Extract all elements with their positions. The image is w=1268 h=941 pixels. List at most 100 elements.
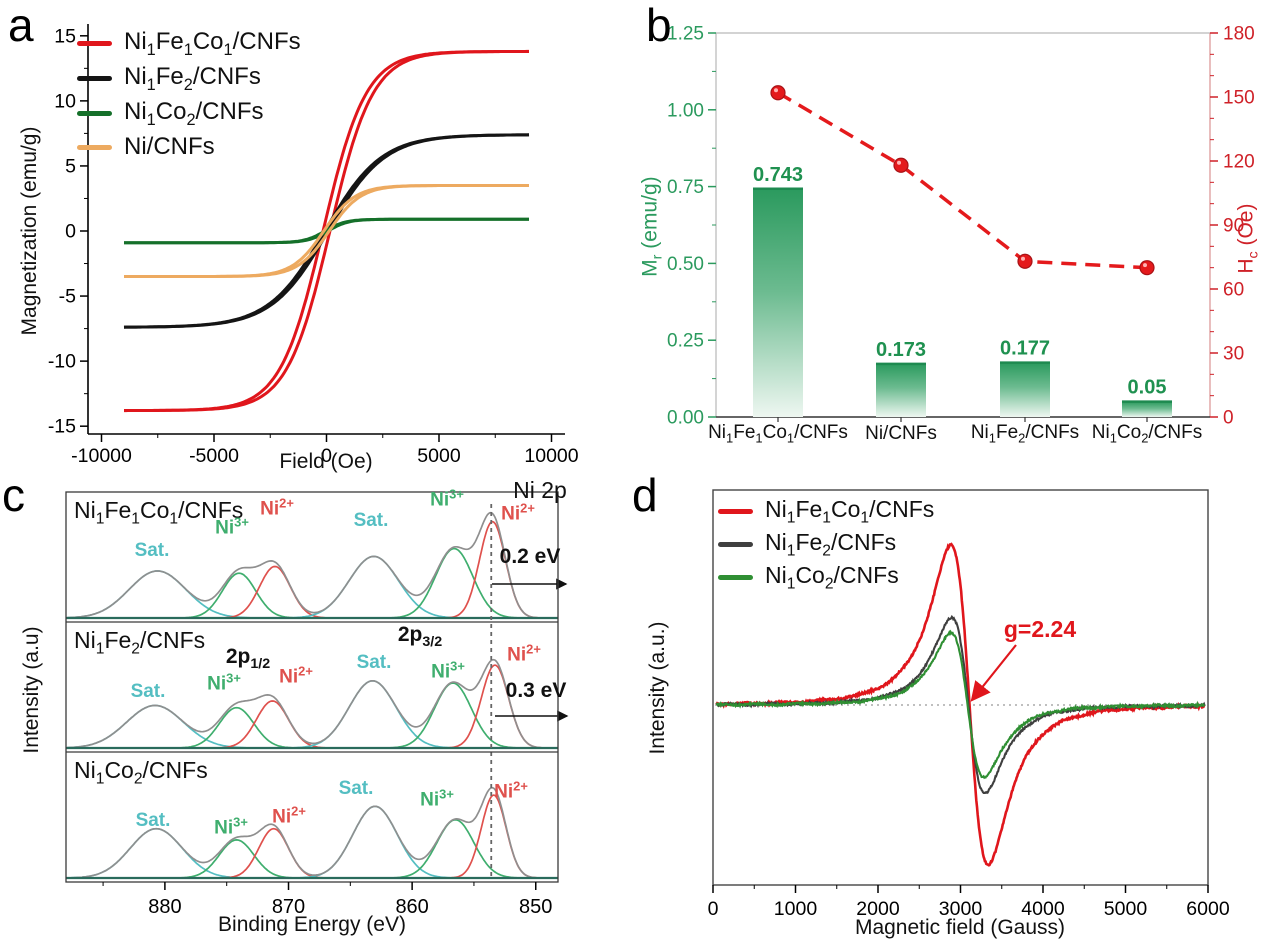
legend-label: Ni1Co2/CNFs — [765, 562, 899, 593]
peak-label: Ni3+ — [430, 486, 464, 511]
peak-label: Ni3+ — [215, 514, 249, 539]
panel-b-right-ytick: 90 — [1223, 216, 1244, 237]
bar-value-label: 0.743 — [753, 164, 803, 186]
panel-b-left-ytick: 1.25 — [667, 24, 704, 45]
hysteresis-curve — [124, 184, 529, 278]
panel-b-left-ytick: 0.75 — [667, 177, 704, 198]
peak-label: Ni3+ — [431, 658, 465, 683]
legend-label: Ni1Fe2/CNFs — [124, 63, 261, 94]
legend-label: Ni1Fe1Co1/CNFs — [124, 28, 301, 59]
peak-label: Sat. — [356, 652, 392, 674]
panel-b-left-ytick: 0.25 — [667, 331, 704, 352]
peak-label: Ni 2p — [513, 476, 567, 503]
panel-a-letter: a — [8, 0, 34, 51]
panel-c-chart: 880 870 860 850 — [65, 491, 569, 918]
panel-a-ytick: -10 — [48, 351, 76, 373]
panel-a-legend-item: Ni1Fe1Co1/CNFs — [77, 28, 301, 60]
panel-b-category-label: Ni/CNFs — [865, 423, 937, 445]
bar-value-label: 0.173 — [876, 339, 926, 361]
hc-point — [770, 85, 786, 101]
hc-point — [893, 157, 909, 173]
panel-a-xtick: 10000 — [524, 445, 578, 467]
xps-component-peak — [67, 520, 557, 619]
panel-b-right-ytick: 0 — [1223, 408, 1234, 429]
panel-c-xtick: 870 — [272, 896, 305, 918]
peak-label: Sat. — [135, 810, 171, 832]
panel-b-right-ytick: 180 — [1223, 24, 1255, 45]
panel-b-left-ytick: 1.00 — [667, 100, 704, 121]
hysteresis-curve — [124, 49, 529, 412]
panel-c-xtick: 880 — [148, 896, 181, 918]
legend-label: Ni/CNFs — [124, 133, 215, 160]
panel-d-xtick: 4000 — [1021, 898, 1065, 920]
peak-label: 0.2 eV — [499, 544, 561, 568]
panel-a-ytick: -15 — [48, 416, 76, 438]
panel-b-category-label: Ni1Co2/CNFs — [1091, 421, 1203, 446]
panel-a-xtick: -10000 — [71, 445, 132, 467]
sample-label: Ni1Co2/CNFs — [74, 757, 208, 788]
panel-d-letter: d — [632, 469, 658, 521]
legend-line-swatch — [77, 111, 112, 117]
xps-component-peak — [67, 706, 557, 749]
panel-d-legend-item: Ni1Fe2/CNFs — [718, 529, 896, 561]
legend-line-swatch — [77, 76, 112, 82]
hysteresis-curve — [124, 217, 529, 245]
xps-component-peak — [67, 565, 557, 619]
panel-a-xaxis-title: Field (Oe) — [279, 450, 373, 473]
panel-c-xtick: 850 — [519, 896, 552, 918]
legend-label: Ni1Fe2/CNFs — [765, 529, 897, 560]
panel-d-xtick: 6000 — [1186, 898, 1230, 920]
panel-a-xtick: 0 — [321, 445, 332, 467]
epr-curve — [716, 614, 1206, 795]
panel-c-xaxis-title: Binding Energy (eV) — [218, 913, 406, 936]
panel-b-chart: 0.00 0.25 0.50 0.75 1.00 1.25 0 30 60 90 120 150 180… — [667, 24, 1255, 429]
panel-a-legend-item: Ni1Co2/CNFs — [77, 98, 264, 130]
peak-label: Sat. — [130, 681, 166, 703]
panel-a-ytick: 0 — [65, 221, 76, 243]
legend-line-swatch — [77, 144, 112, 150]
panel-a-xtick: 5000 — [417, 445, 461, 467]
peak-label: Sat. — [338, 778, 374, 800]
peak-label: Ni3+ — [207, 670, 241, 695]
panel-b-right-ytick: 150 — [1223, 88, 1255, 109]
xps-component-peak — [67, 704, 557, 749]
panel-a-ytick: 5 — [65, 155, 76, 177]
mr-bar — [1000, 362, 1050, 417]
legend-line-swatch — [718, 542, 753, 548]
bar-value-label: 0.177 — [1000, 338, 1050, 360]
hc-dashed-line — [777, 91, 1148, 270]
panel-b-category-label: Ni1Fe1Co1/CNFs — [708, 421, 848, 446]
peak-label: Ni2+ — [272, 803, 306, 828]
panel-c-xtick: 860 — [395, 896, 428, 918]
panel-d-xtick: 5000 — [1104, 898, 1148, 920]
mr-bar — [1122, 401, 1172, 417]
panel-b-category-label: Ni1Fe2/CNFs — [970, 421, 1080, 446]
panel-a-xtick: -5000 — [189, 445, 239, 467]
panel-b-right-ytick: 120 — [1223, 152, 1255, 173]
xps-envelope — [67, 658, 557, 749]
xps-envelope — [67, 511, 557, 619]
legend-label: Ni1Co2/CNFs — [124, 98, 264, 129]
panel-b-right-ytick: 60 — [1223, 280, 1244, 301]
panel-d-yaxis-title: Intensity (a.u.) — [646, 621, 669, 755]
peak-label: Ni3+ — [214, 814, 248, 839]
hc-point — [1139, 260, 1155, 276]
panel-d-xtick: 2000 — [856, 898, 900, 920]
panel-d-legend-item: Ni1Fe1Co1/CNFs — [718, 496, 934, 528]
peak-label: Sat. — [134, 540, 170, 562]
panel-d-xaxis-title: Magnetic field (Gauss) — [854, 916, 1066, 939]
panel-d-legend-item: Ni1Co2/CNFs — [718, 562, 899, 594]
legend-label: Ni1Fe1Co1/CNFs — [765, 496, 935, 527]
legend-line-swatch — [718, 509, 753, 515]
peak-label: Sat. — [353, 510, 389, 532]
panel-b-left-ytick: 0.00 — [667, 408, 704, 429]
panel-d-chart: 0 1000 2000 3000 4000 5000 6000 — [708, 489, 1230, 920]
legend-line-swatch — [718, 575, 753, 581]
legend-line-swatch — [77, 41, 112, 47]
peak-label: Ni2+ — [260, 495, 294, 520]
xps-component-peak — [67, 700, 557, 749]
panel-a-yaxis-title: Magnetization (emu/g) — [18, 126, 41, 336]
panel-b-left-axis-title: Mr (emu/g) — [638, 176, 666, 277]
peak-label: 0.3 eV — [505, 678, 567, 702]
peak-label: Ni2+ — [494, 778, 528, 803]
